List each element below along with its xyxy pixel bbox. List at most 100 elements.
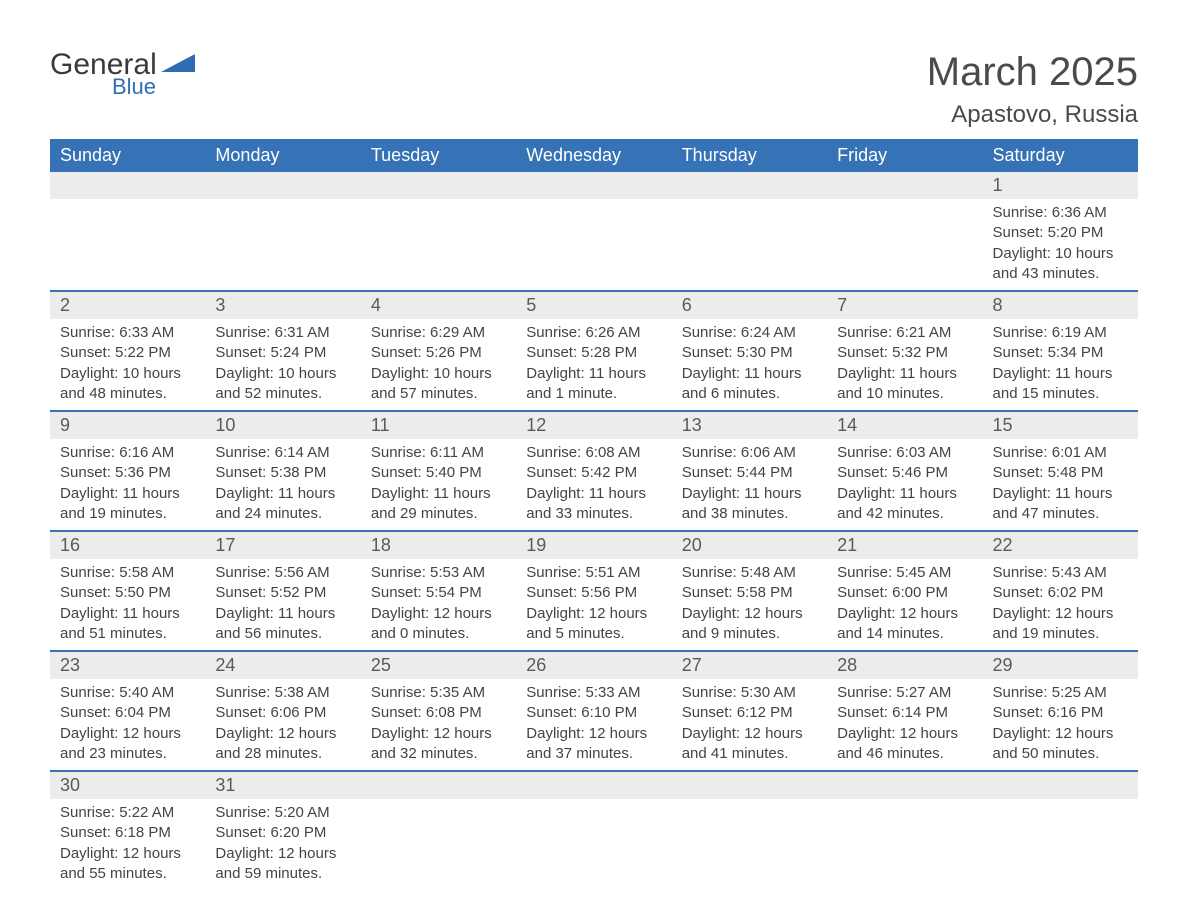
day-number: 26: [516, 652, 671, 679]
day-number: 20: [672, 532, 827, 559]
day-number: 6: [672, 292, 827, 319]
day-number: 9: [50, 412, 205, 439]
day-number: [516, 172, 671, 199]
day-content: Sunrise: 5:51 AMSunset: 5:56 PMDaylight:…: [516, 559, 671, 650]
day-line: Sunrise: 6:11 AM: [371, 443, 506, 463]
day-content: [827, 799, 982, 809]
day-line: Sunrise: 5:30 AM: [682, 683, 817, 703]
day-content: Sunrise: 6:19 AMSunset: 5:34 PMDaylight:…: [983, 319, 1138, 410]
day-cell: 5Sunrise: 6:26 AMSunset: 5:28 PMDaylight…: [516, 292, 671, 410]
day-cell: [361, 772, 516, 890]
day-line: Sunset: 5:38 PM: [215, 463, 350, 483]
weekday-header-cell: Tuesday: [361, 139, 516, 172]
day-line: Daylight: 11 hours and 1 minute.: [526, 364, 661, 405]
day-cell: 4Sunrise: 6:29 AMSunset: 5:26 PMDaylight…: [361, 292, 516, 410]
day-cell: 17Sunrise: 5:56 AMSunset: 5:52 PMDayligh…: [205, 532, 360, 650]
day-line: Sunrise: 6:08 AM: [526, 443, 661, 463]
week-row: 23Sunrise: 5:40 AMSunset: 6:04 PMDayligh…: [50, 650, 1138, 770]
day-line: Sunrise: 5:53 AM: [371, 563, 506, 583]
day-line: Sunset: 5:56 PM: [526, 583, 661, 603]
week-row: 30Sunrise: 5:22 AMSunset: 6:18 PMDayligh…: [50, 770, 1138, 890]
day-line: Sunset: 6:06 PM: [215, 703, 350, 723]
day-line: Sunrise: 6:29 AM: [371, 323, 506, 343]
day-cell: 9Sunrise: 6:16 AMSunset: 5:36 PMDaylight…: [50, 412, 205, 530]
day-line: Sunset: 6:20 PM: [215, 823, 350, 843]
logo: General Blue: [50, 50, 195, 100]
day-line: Sunrise: 6:14 AM: [215, 443, 350, 463]
day-number: 7: [827, 292, 982, 319]
day-line: Sunrise: 5:27 AM: [837, 683, 972, 703]
day-line: Sunrise: 5:40 AM: [60, 683, 195, 703]
day-line: Sunrise: 5:58 AM: [60, 563, 195, 583]
day-content: Sunrise: 6:21 AMSunset: 5:32 PMDaylight:…: [827, 319, 982, 410]
day-cell: [516, 772, 671, 890]
day-number: [983, 772, 1138, 799]
day-line: Sunset: 5:42 PM: [526, 463, 661, 483]
day-line: Daylight: 12 hours and 41 minutes.: [682, 724, 817, 765]
day-line: Sunrise: 5:48 AM: [682, 563, 817, 583]
day-line: Sunrise: 5:25 AM: [993, 683, 1128, 703]
day-number: 15: [983, 412, 1138, 439]
day-cell: 11Sunrise: 6:11 AMSunset: 5:40 PMDayligh…: [361, 412, 516, 530]
day-line: Sunset: 6:14 PM: [837, 703, 972, 723]
day-line: Sunset: 5:46 PM: [837, 463, 972, 483]
weekday-header-cell: Thursday: [672, 139, 827, 172]
day-content: Sunrise: 6:31 AMSunset: 5:24 PMDaylight:…: [205, 319, 360, 410]
day-cell: 26Sunrise: 5:33 AMSunset: 6:10 PMDayligh…: [516, 652, 671, 770]
day-number: 17: [205, 532, 360, 559]
day-content: Sunrise: 5:33 AMSunset: 6:10 PMDaylight:…: [516, 679, 671, 770]
day-content: [361, 799, 516, 809]
day-line: Sunrise: 6:36 AM: [993, 203, 1128, 223]
day-number: 10: [205, 412, 360, 439]
day-cell: 22Sunrise: 5:43 AMSunset: 6:02 PMDayligh…: [983, 532, 1138, 650]
day-line: Daylight: 11 hours and 33 minutes.: [526, 484, 661, 525]
weekday-header-row: SundayMondayTuesdayWednesdayThursdayFrid…: [50, 139, 1138, 172]
day-cell: 18Sunrise: 5:53 AMSunset: 5:54 PMDayligh…: [361, 532, 516, 650]
day-line: Sunrise: 5:22 AM: [60, 803, 195, 823]
day-line: Daylight: 11 hours and 10 minutes.: [837, 364, 972, 405]
day-line: Daylight: 12 hours and 9 minutes.: [682, 604, 817, 645]
day-line: Daylight: 12 hours and 37 minutes.: [526, 724, 661, 765]
day-line: Sunrise: 5:20 AM: [215, 803, 350, 823]
day-cell: [827, 772, 982, 890]
day-line: Daylight: 11 hours and 51 minutes.: [60, 604, 195, 645]
day-number: [205, 172, 360, 199]
day-number: 31: [205, 772, 360, 799]
day-line: Sunrise: 5:51 AM: [526, 563, 661, 583]
day-number: 1: [983, 172, 1138, 199]
day-line: Daylight: 11 hours and 56 minutes.: [215, 604, 350, 645]
day-number: 30: [50, 772, 205, 799]
day-content: [672, 799, 827, 809]
weekday-header-cell: Monday: [205, 139, 360, 172]
day-number: [827, 172, 982, 199]
day-line: Sunset: 5:32 PM: [837, 343, 972, 363]
day-number: 13: [672, 412, 827, 439]
day-cell: 12Sunrise: 6:08 AMSunset: 5:42 PMDayligh…: [516, 412, 671, 530]
day-content: Sunrise: 5:20 AMSunset: 6:20 PMDaylight:…: [205, 799, 360, 890]
day-line: Sunset: 5:44 PM: [682, 463, 817, 483]
week-row: 1Sunrise: 6:36 AMSunset: 5:20 PMDaylight…: [50, 172, 1138, 290]
day-content: [516, 199, 671, 209]
day-cell: 14Sunrise: 6:03 AMSunset: 5:46 PMDayligh…: [827, 412, 982, 530]
day-line: Daylight: 11 hours and 24 minutes.: [215, 484, 350, 525]
week-row: 2Sunrise: 6:33 AMSunset: 5:22 PMDaylight…: [50, 290, 1138, 410]
day-content: [205, 199, 360, 209]
week-row: 16Sunrise: 5:58 AMSunset: 5:50 PMDayligh…: [50, 530, 1138, 650]
day-cell: 29Sunrise: 5:25 AMSunset: 6:16 PMDayligh…: [983, 652, 1138, 770]
day-content: Sunrise: 6:06 AMSunset: 5:44 PMDaylight:…: [672, 439, 827, 530]
day-number: 8: [983, 292, 1138, 319]
day-line: Daylight: 12 hours and 50 minutes.: [993, 724, 1128, 765]
day-number: 11: [361, 412, 516, 439]
day-line: Daylight: 11 hours and 29 minutes.: [371, 484, 506, 525]
day-line: Sunrise: 5:45 AM: [837, 563, 972, 583]
day-content: Sunrise: 6:01 AMSunset: 5:48 PMDaylight:…: [983, 439, 1138, 530]
day-line: Sunrise: 5:38 AM: [215, 683, 350, 703]
day-line: Sunset: 5:34 PM: [993, 343, 1128, 363]
day-line: Sunset: 5:22 PM: [60, 343, 195, 363]
day-number: [50, 172, 205, 199]
day-number: 21: [827, 532, 982, 559]
week-row: 9Sunrise: 6:16 AMSunset: 5:36 PMDaylight…: [50, 410, 1138, 530]
day-content: Sunrise: 5:27 AMSunset: 6:14 PMDaylight:…: [827, 679, 982, 770]
day-line: Daylight: 12 hours and 55 minutes.: [60, 844, 195, 885]
weekday-header-cell: Friday: [827, 139, 982, 172]
